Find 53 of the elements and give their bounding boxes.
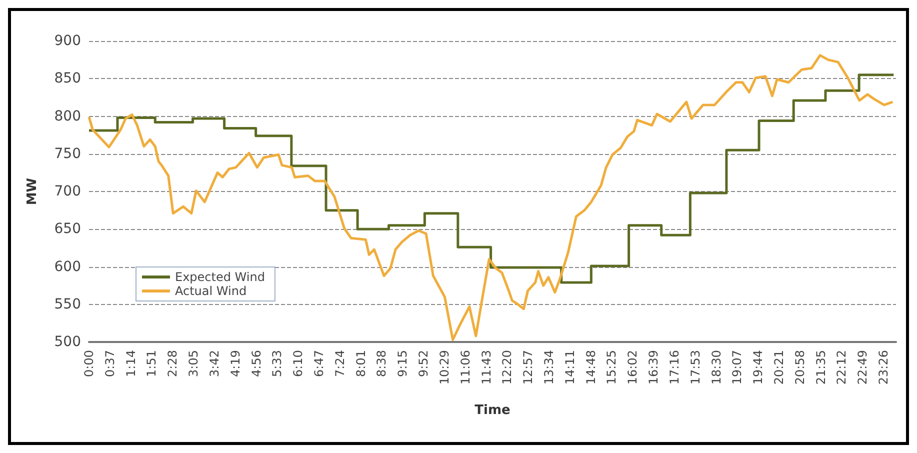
- x-tick-label: 13:34: [542, 350, 556, 385]
- x-tick-label: 5:33: [270, 350, 284, 377]
- x-tick-label: 12:57: [521, 350, 536, 385]
- y-tick-label: 750: [54, 146, 81, 162]
- y-tick-label: 600: [54, 258, 81, 275]
- x-tick-label: 14:11: [562, 350, 577, 385]
- y-tick-label: 900: [54, 33, 81, 49]
- x-tick-label: 0:00: [82, 350, 96, 377]
- y-tick-label: 550: [54, 296, 81, 312]
- x-tick-label: 17:53: [688, 350, 702, 385]
- y-axis-title: MW: [25, 178, 40, 206]
- x-tick-label: 4:56: [249, 350, 264, 377]
- x-tick-label: 3:05: [186, 350, 201, 377]
- x-tick-label: 12:20: [500, 350, 514, 385]
- x-tick-label: 23:26: [876, 350, 891, 385]
- x-tick-label: 1:51: [144, 350, 159, 377]
- line-series: [88, 54, 894, 341]
- x-tick-label: 21:35: [814, 350, 828, 385]
- x-tick-label: 10:29: [437, 350, 452, 385]
- x-tick-label: 15:25: [604, 350, 619, 385]
- x-tick-label: 16:39: [646, 350, 661, 385]
- x-tick-label: 19:07: [730, 350, 744, 385]
- x-tick-label: 9:15: [396, 350, 410, 377]
- x-tick-label: 14:48: [584, 350, 598, 385]
- y-tick-label: 500: [54, 334, 81, 350]
- x-tick-label: 17:16: [667, 350, 682, 385]
- x-tick-label: 3:42: [207, 350, 222, 377]
- x-tick-label: 4:19: [228, 350, 242, 377]
- x-tick-label: 20:58: [792, 350, 807, 385]
- x-tick-label: 18:30: [709, 350, 724, 385]
- x-tick-label: 7:24: [332, 350, 347, 377]
- x-tick-label: 9:52: [416, 350, 431, 377]
- legend-label: Expected Wind: [175, 270, 265, 284]
- x-tick-label: 22:12: [834, 350, 849, 385]
- y-tick-label: 650: [54, 221, 81, 238]
- x-tick-label: 11:06: [458, 350, 472, 385]
- y-tick-label: 700: [54, 184, 81, 200]
- x-tick-label: 20:21: [772, 350, 786, 385]
- x-tick-label: 1:14: [124, 350, 138, 377]
- x-tick-label: 22:49: [856, 350, 870, 385]
- y-tick-label: 850: [54, 70, 81, 87]
- x-tick-label: 19:44: [751, 350, 766, 385]
- x-tick-label: 16:02: [626, 350, 640, 385]
- legend-label: Actual Wind: [175, 284, 247, 298]
- x-tick-label: 8:38: [374, 350, 389, 377]
- x-tick-label: 2:28: [166, 350, 180, 377]
- y-tick-label: 800: [54, 108, 81, 124]
- x-tick-label: 6:10: [291, 350, 306, 377]
- x-tick-label: 6:47: [312, 350, 326, 377]
- x-tick-label: 11:43: [479, 350, 494, 385]
- x-tick-label: 8:01: [354, 350, 368, 377]
- x-tick-label: 0:37: [102, 350, 117, 377]
- x-axis-title: Time: [474, 403, 511, 418]
